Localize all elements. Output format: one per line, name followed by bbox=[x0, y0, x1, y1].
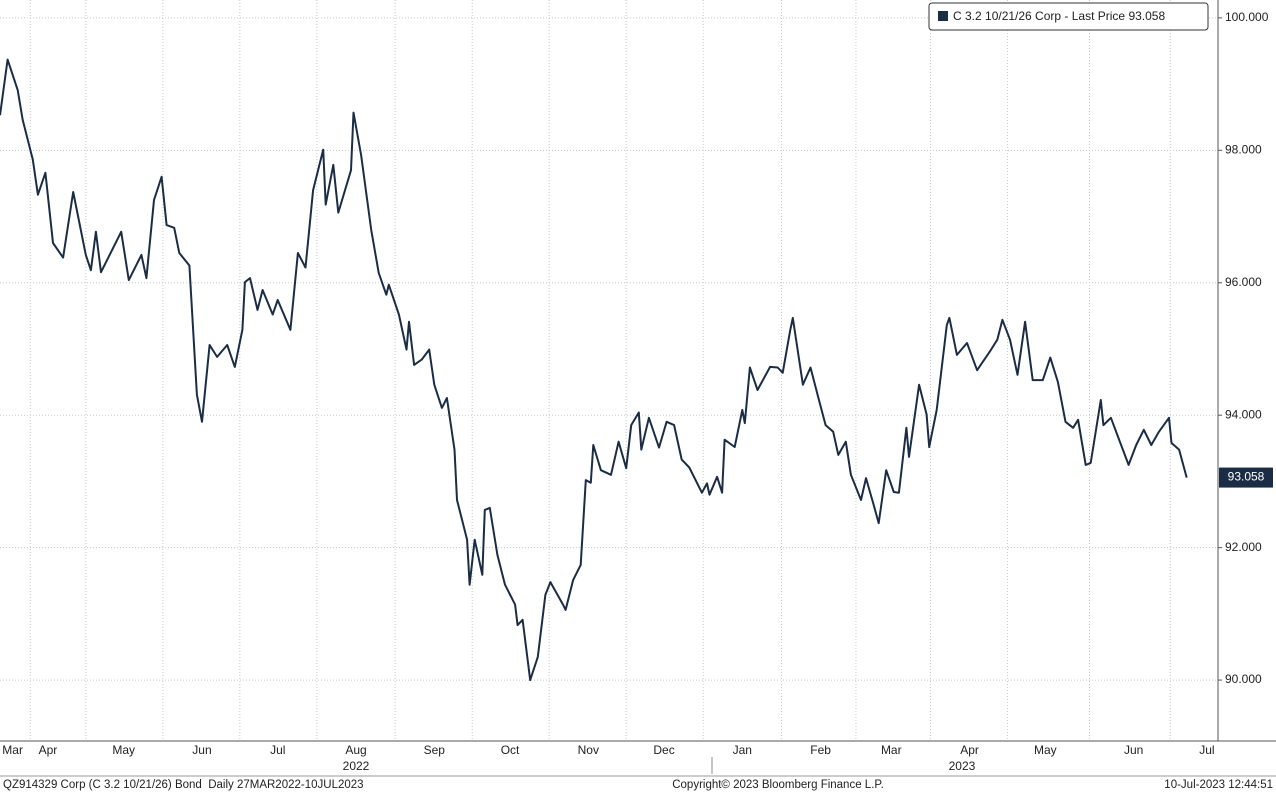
x-tick-label: May bbox=[1034, 743, 1057, 757]
footer-center: Copyright© 2023 Bloomberg Finance L.P. bbox=[672, 779, 884, 791]
x-tick-label: Mar bbox=[881, 743, 902, 757]
x-tick-label: Feb bbox=[810, 743, 831, 757]
y-tick-label: 98.000 bbox=[1225, 142, 1262, 156]
price-line bbox=[0, 58, 1188, 682]
x-tick-label: Jan bbox=[733, 743, 752, 757]
x-tick-label: Jun bbox=[1124, 743, 1143, 757]
legend-label: C 3.2 10/21/26 Corp - Last Price 93.058 bbox=[953, 9, 1165, 23]
x-tick-label: Mar bbox=[2, 743, 23, 757]
footer-left: QZ914329 Corp (C 3.2 10/21/26) Bond Dail… bbox=[3, 779, 364, 791]
x-tick-label: May bbox=[112, 743, 135, 757]
y-tick-label: 92.000 bbox=[1225, 540, 1262, 554]
legend: C 3.2 10/21/26 Corp - Last Price 93.058 bbox=[928, 2, 1209, 31]
legend-name: C 3.2 10/21/26 Corp - Last Price bbox=[953, 9, 1125, 23]
year-label: 2023 bbox=[949, 759, 976, 773]
y-tick-label: 90.000 bbox=[1225, 672, 1262, 686]
y-tick-label: 100.000 bbox=[1225, 10, 1269, 24]
y-tick-label: 96.000 bbox=[1225, 275, 1262, 289]
legend-swatch bbox=[938, 11, 948, 21]
x-tick-label: Nov bbox=[578, 743, 599, 757]
last-price-tag bbox=[1219, 467, 1273, 488]
footer-right: 10-Jul-2023 12:44:51 bbox=[1164, 779, 1273, 791]
x-tick-label: Jun bbox=[192, 743, 211, 757]
x-tick-label: Dec bbox=[653, 743, 674, 757]
year-label: 2022 bbox=[343, 759, 370, 773]
y-tick-label: 94.000 bbox=[1225, 407, 1262, 421]
x-tick-label: Aug bbox=[345, 743, 366, 757]
x-tick-label: Oct bbox=[501, 743, 520, 757]
x-tick-label: Jul bbox=[270, 743, 285, 757]
x-tick-label: Jul bbox=[1199, 743, 1214, 757]
legend-box bbox=[928, 2, 1209, 31]
x-tick-label: Sep bbox=[424, 743, 446, 757]
last-price-label: 93.058 bbox=[1228, 470, 1265, 484]
x-tick-label: Apr bbox=[960, 743, 979, 757]
x-tick-label: Apr bbox=[39, 743, 58, 757]
legend-value: 93.058 bbox=[1128, 9, 1165, 23]
